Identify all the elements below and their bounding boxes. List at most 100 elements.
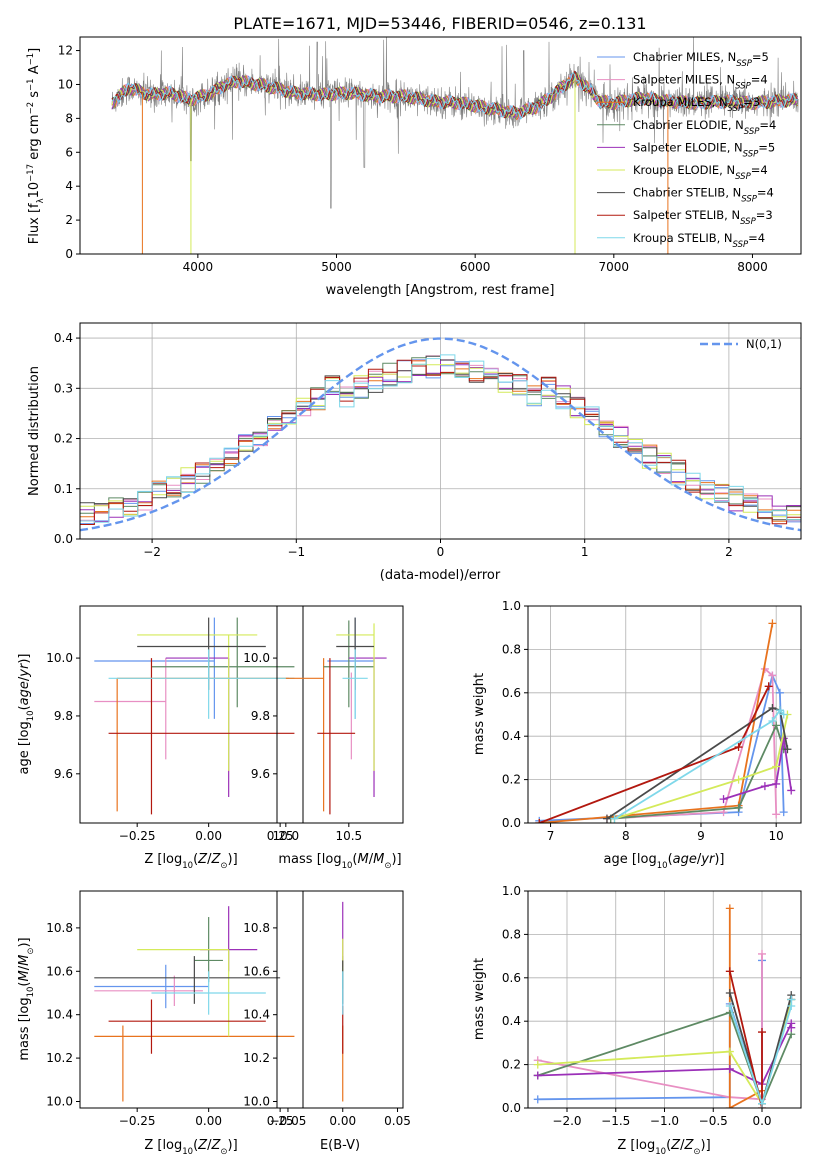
y-tick-label: 1.0 [502,884,521,898]
weight-series-1 [539,672,785,822]
y-tick-label: 0.2 [502,773,521,787]
y-tick-label: 10.4 [243,1008,270,1022]
x-axis-label: Z [log10(Z/Z⊙)] [144,1138,237,1157]
x-tick-label: 0.00 [195,1114,222,1128]
plot-area [285,617,387,815]
x-tick-label: −0.25 [119,829,156,843]
plus-marker [772,810,781,819]
y-tick-label: 10.8 [46,921,73,935]
plot-area [528,891,801,1108]
plus-marker [758,1099,766,1108]
x-tick-label: 0.00 [195,829,222,843]
legend-label: Kroupa STELIB, NSSP=4 [633,231,765,250]
legend: Chabrier MILES, NSSP=5 Salpeter MILES, NS… [597,50,776,250]
plus-marker [725,1002,734,1011]
y-tick-label: 0.4 [502,1014,521,1028]
plus-marker [719,795,728,804]
x-axis-label: Z [log10(Z/Z⊙)] [617,1138,710,1157]
x-tick-label: −1.0 [650,1114,679,1128]
x-tick-label: 0.25 [267,829,294,843]
y-tick-label: 0.4 [54,331,73,345]
plus-marker [772,762,781,771]
x-axis-label: E(B-V) [320,1138,360,1153]
y-tick-label: 0.0 [502,1101,521,1115]
residual-histogram-8 [80,359,801,529]
plus-marker [758,1028,766,1037]
plus-marker [734,743,743,752]
y-tick-label: 10.2 [243,1051,270,1065]
residual-histogram-9 [80,354,801,523]
y-tick-label: 10.0 [243,1094,270,1108]
y-axis-label: mass [log10(M/M⊙)] [17,937,36,1060]
plus-marker [772,721,781,730]
y-tick-label: 10.4 [46,1008,73,1022]
legend-label: Salpeter STELIB, NSSP=3 [633,208,773,227]
axes-weight_vs_age: 7 8 9 10 0.0 0.2 0.4 0.6 0.8 1.0 [502,599,802,843]
y-tick-label: 0.8 [502,642,521,656]
y-tick-label: 10.0 [46,651,73,665]
plot-area [111,37,799,254]
x-tick-label: 10 [769,829,784,843]
legend-label: Kroupa ELODIE, NSSP=4 [633,163,768,182]
axes-frame [79,605,304,824]
chart-title: PLATE=1671, MJD=53446, FIBERID=0546, z=0… [233,14,646,33]
y-tick-label: 10.8 [243,921,270,935]
y-tick-label: 9.6 [251,767,270,781]
weight-series-9 [614,708,785,820]
weight-series-8 [728,971,763,1108]
plus-marker [779,808,788,817]
x-tick-label: −1 [287,545,305,559]
plus-marker [725,1064,734,1073]
y-tick-label: 0.0 [54,532,73,546]
y-axis-label: Flux [fλ10−17 erg cm−2 s−1 A−1] [26,48,46,244]
x-axis-label: (data-model)/error [380,568,501,583]
x-tick-label: −0.5 [699,1114,728,1128]
weight-series-6 [614,714,789,820]
y-tick-label: 0.1 [54,482,73,496]
plus-marker [768,619,777,628]
plus-marker [787,995,796,1004]
legend-label: Salpeter MILES, NSSP=4 [633,73,768,92]
y-tick-label: 0.6 [502,686,521,700]
y-tick-label: 0.8 [502,927,521,941]
x-tick-label: 2 [725,545,733,559]
normal-reference-curve [80,337,801,532]
x-tick-label: −2 [143,545,161,559]
x-tick-label: 6000 [460,260,491,274]
axes-spectrum: 4000 5000 6000 7000 8000 0 2 4 6 8 10 12 [58,36,802,274]
x-tick-label: 8000 [737,260,768,274]
y-axis-label: Normed distribution [27,366,42,496]
y-tick-label: 0.3 [54,381,73,395]
y-tick-label: 10.0 [243,651,270,665]
y-tick-label: 9.8 [251,709,270,723]
legend-label: Salpeter ELODIE, NSSP=5 [633,140,775,159]
y-tick-label: 0 [65,247,73,261]
y-tick-label: 0.2 [54,432,73,446]
y-tick-label: 8 [65,111,73,125]
y-tick-label: 10.6 [46,964,73,978]
plus-marker [787,786,796,795]
y-tick-label: 10.0 [46,1094,73,1108]
x-tick-label: −0.25 [119,1114,156,1128]
axes-frame [527,605,802,824]
x-tick-label: 7 [547,829,555,843]
plot-area [80,323,801,539]
x-tick-label: 4000 [183,260,214,274]
axes-frame [276,605,404,824]
x-tick-label: 10.5 [335,829,362,843]
axes-frame [79,36,802,255]
y-tick-label: 9.8 [54,709,73,723]
x-tick-label: −0.05 [270,1114,307,1128]
y-tick-label: 4 [65,179,73,193]
plus-marker [768,703,777,712]
x-tick-label: −2.0 [552,1114,581,1128]
axes-age_vs_mass: 10.0 10.5 9.6 9.8 10.0 [243,605,404,843]
plus-marker [758,949,766,958]
legend-label: Chabrier ELODIE, NSSP=4 [633,118,776,137]
x-axis-label: mass [log10(M/M⊙)] [278,852,401,871]
x-tick-label: 0 [437,545,445,559]
legend-label: N(0,1) [746,337,782,351]
plus-marker [725,904,734,913]
axes-residual_hist: −2 −1 0 1 2 0.0 0.1 0.2 0.3 0.4 [54,322,802,559]
